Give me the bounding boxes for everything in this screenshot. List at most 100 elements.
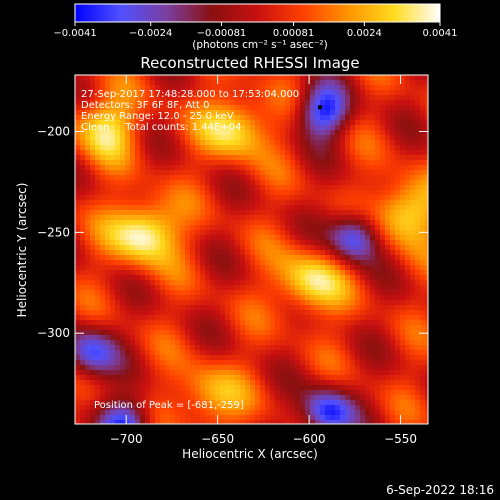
heatmap-cell (180, 180, 186, 186)
heatmap-cell (270, 160, 276, 166)
heatmap-cell (285, 225, 291, 231)
heatmap-cell (255, 390, 261, 396)
heatmap-cell (210, 300, 216, 306)
heatmap-cell (395, 180, 401, 186)
heatmap-cell (395, 325, 401, 331)
heatmap-cell (245, 360, 251, 366)
heatmap-cell (400, 240, 406, 246)
heatmap-cell (295, 245, 301, 251)
heatmap-cell (355, 415, 361, 421)
heatmap-cell (390, 355, 396, 361)
heatmap-cell (235, 135, 241, 141)
heatmap-cell (230, 345, 236, 351)
heatmap-cell (215, 260, 221, 266)
heatmap-cell (175, 150, 181, 156)
heatmap-cell (355, 185, 361, 191)
heatmap-cell (295, 195, 301, 201)
heatmap-cell (195, 205, 201, 211)
heatmap-cell (205, 75, 211, 81)
heatmap-cell (315, 300, 321, 306)
heatmap-cell (350, 330, 356, 336)
heatmap-cell (390, 250, 396, 256)
heatmap-cell (240, 100, 246, 106)
heatmap-cell (290, 255, 296, 261)
heatmap-cell (140, 200, 146, 206)
heatmap-cell (410, 115, 416, 121)
heatmap-cell (170, 100, 176, 106)
heatmap-cell (400, 115, 406, 121)
heatmap-cell (165, 170, 171, 176)
heatmap-cell (215, 135, 221, 141)
heatmap-cell (145, 95, 151, 101)
heatmap-cell (240, 165, 246, 171)
heatmap-cell (275, 95, 281, 101)
heatmap-cell (150, 135, 156, 141)
heatmap-cell (180, 410, 186, 416)
heatmap-cell (325, 290, 331, 296)
heatmap-cell (365, 100, 371, 106)
heatmap-cell (240, 400, 246, 406)
heatmap-cell (225, 170, 231, 176)
heatmap-cell (415, 380, 421, 386)
heatmap-cell (400, 120, 406, 126)
heatmap-cell (330, 365, 336, 371)
heatmap-cell (90, 80, 96, 86)
heatmap-cell (145, 300, 151, 306)
heatmap-cell (335, 265, 341, 271)
heatmap-cell (215, 340, 221, 346)
heatmap-cell (180, 315, 186, 321)
heatmap-cell (315, 315, 321, 321)
heatmap-cell (170, 375, 176, 381)
heatmap-cell (155, 320, 161, 326)
heatmap-cell (160, 280, 166, 286)
heatmap-cell (390, 410, 396, 416)
heatmap-cell (250, 380, 256, 386)
heatmap-cell (245, 390, 251, 396)
heatmap-cell (305, 90, 311, 96)
heatmap-cell (220, 165, 226, 171)
plot-frame (74, 74, 429, 425)
heatmap-cell (305, 175, 311, 181)
heatmap-cell (195, 370, 201, 376)
heatmap-cell (210, 415, 216, 421)
heatmap-cell (410, 150, 416, 156)
heatmap-cell (215, 350, 221, 356)
heatmap-cell (250, 295, 256, 301)
heatmap-cell (385, 295, 391, 301)
heatmap-cell (405, 260, 411, 266)
heatmap-cell (160, 420, 166, 424)
heatmap-cell (315, 410, 321, 416)
heatmap-cell (95, 265, 101, 271)
heatmap-cell (280, 90, 286, 96)
heatmap-cell (290, 340, 296, 346)
heatmap-cell (285, 335, 291, 341)
heatmap-cell (225, 290, 231, 296)
heatmap-cell (250, 270, 256, 276)
heatmap-cell (165, 415, 171, 421)
heatmap-cell (330, 385, 336, 391)
heatmap-cell (310, 215, 316, 221)
heatmap-cell (270, 415, 276, 421)
heatmap-cell (145, 360, 151, 366)
detectors-annotation: Detectors: 3F 6F 8F, Att 0 (81, 100, 209, 111)
heatmap-cell (290, 175, 296, 181)
heatmap-cell (105, 195, 111, 201)
heatmap-cell (280, 115, 286, 121)
heatmap-cell (325, 420, 331, 424)
heatmap-cell (355, 250, 361, 256)
heatmap-cell (350, 170, 356, 176)
heatmap-cell (195, 95, 201, 101)
heatmap-cell (390, 375, 396, 381)
heatmap-cell (180, 215, 186, 221)
heatmap-cell (365, 155, 371, 161)
heatmap-cell (255, 155, 261, 161)
heatmap-cell (285, 310, 291, 316)
heatmap-cell (160, 140, 166, 146)
heatmap-cell (205, 275, 211, 281)
heatmap-cell (410, 240, 416, 246)
heatmap-cell (340, 145, 346, 151)
heatmap-cell (285, 340, 291, 346)
heatmap-cell (135, 275, 141, 281)
heatmap-cell (245, 80, 251, 86)
heatmap-cell (150, 230, 156, 236)
